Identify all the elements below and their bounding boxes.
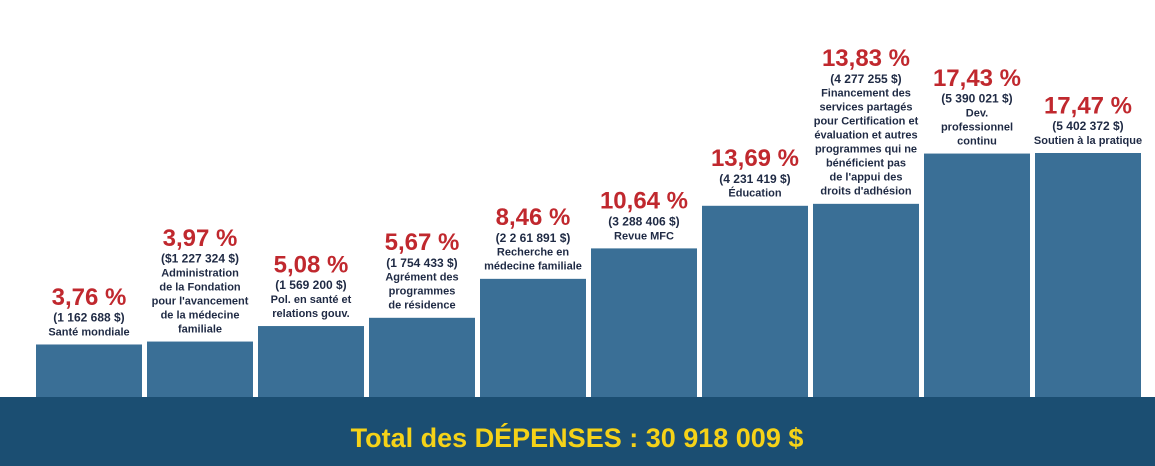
category-label: droits d'adhésion	[820, 186, 912, 198]
value-label: 3,97 %	[163, 225, 238, 252]
category-label: de la Fondation	[159, 281, 241, 293]
category-label: professionnel	[941, 121, 1013, 133]
value-label: 13,83 %	[822, 45, 910, 72]
value-label: 10,64 %	[600, 188, 688, 215]
category-label: Santé mondiale	[48, 326, 129, 338]
amount-label: (1 754 433 $)	[386, 256, 457, 270]
category-label: pour Certification et	[814, 116, 919, 128]
amount-label: (5 390 021 $)	[941, 92, 1012, 106]
bar	[924, 153, 1030, 397]
bar	[258, 326, 364, 397]
category-label: Administration	[161, 267, 239, 279]
value-label: 8,46 %	[496, 204, 571, 231]
category-label: continu	[957, 135, 997, 147]
category-label: programmes	[389, 286, 456, 298]
bar	[480, 278, 586, 397]
category-label: Dev.	[966, 107, 988, 119]
amount-label: (2 2 61 891 $)	[496, 231, 571, 245]
category-label: relations gouv.	[272, 308, 349, 320]
category-label: Éducation	[728, 187, 781, 200]
category-label: de résidence	[388, 300, 455, 312]
bar	[147, 341, 253, 397]
bar	[702, 205, 808, 397]
amount-label: (1 162 688 $)	[53, 311, 124, 325]
amount-label: (3 288 406 $)	[608, 215, 679, 229]
bar	[369, 317, 475, 397]
category-label: Soutien à la pratique	[1034, 135, 1142, 147]
footer-band	[0, 397, 1155, 466]
bar	[591, 248, 697, 397]
category-label: pour l'avancement	[152, 295, 249, 307]
category-label: bénéficient pas	[826, 158, 906, 170]
category-label: médecine familiale	[484, 261, 582, 273]
category-label: Revue MFC	[614, 230, 674, 242]
category-label: évaluation et autres	[814, 130, 917, 142]
category-label: services partagés	[820, 102, 913, 114]
amount-label: (1 569 200 $)	[275, 278, 346, 292]
footer-total: Total des DÉPENSES : 30 918 009 $	[351, 422, 804, 453]
value-label: 3,76 %	[52, 284, 127, 311]
amount-label: (4 231 419 $)	[719, 172, 790, 186]
bar	[36, 344, 142, 397]
category-label: de l'appui des	[830, 172, 903, 184]
amount-label: (4 277 255 $)	[830, 72, 901, 86]
amount-label: ($1 227 324 $)	[161, 252, 239, 266]
value-label: 13,69 %	[711, 145, 799, 172]
value-label: 5,08 %	[274, 251, 349, 278]
category-label: de la médecine	[161, 309, 240, 321]
amount-label: (5 402 372 $)	[1052, 119, 1123, 133]
category-label: Financement des	[821, 88, 911, 100]
category-label: programmes qui ne	[815, 144, 917, 156]
category-label: Agrément des	[385, 272, 458, 284]
category-label: familiale	[178, 323, 222, 335]
value-label: 17,43 %	[933, 65, 1021, 92]
bar	[813, 203, 919, 397]
bar	[1035, 153, 1141, 397]
category-label: Recherche en	[497, 247, 569, 259]
category-label: Pol. en santé et	[271, 294, 352, 306]
value-label: 5,67 %	[385, 229, 460, 256]
value-label: 17,47 %	[1044, 92, 1132, 119]
